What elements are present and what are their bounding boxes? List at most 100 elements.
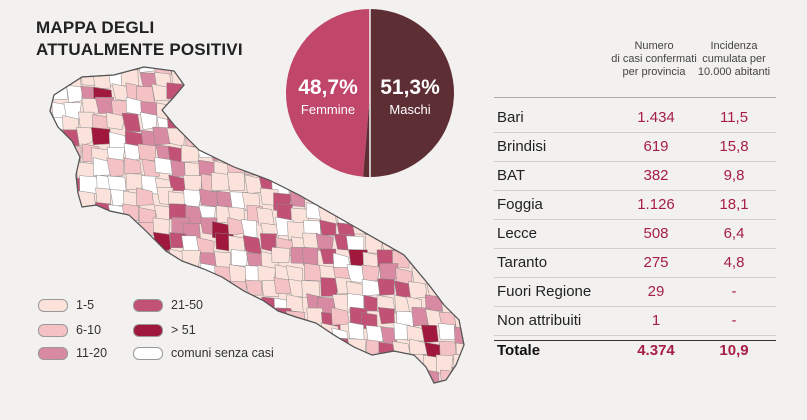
municipality-area: [50, 159, 65, 179]
municipality-area: [439, 233, 458, 254]
province-name: Lecce: [497, 225, 538, 242]
municipality-area: [410, 102, 429, 122]
municipality-area: [467, 205, 474, 223]
municipality-area: [76, 126, 95, 147]
municipality-area: [272, 143, 292, 163]
male-percentage: 51,3%: [380, 76, 440, 99]
municipality-area: [361, 355, 381, 374]
municipality-area: [287, 68, 306, 88]
legend-item-no-cases: comuni senza casi: [133, 346, 274, 360]
municipality-area: [391, 159, 412, 178]
municipality-area: [139, 372, 159, 383]
municipality-area: [139, 264, 156, 285]
municipality-area: [229, 292, 248, 312]
municipality-area: [50, 70, 66, 89]
municipality-area: [50, 131, 51, 148]
municipality-area: [182, 84, 202, 101]
municipality-area: [332, 71, 352, 87]
municipality-area: [350, 70, 368, 88]
province-cases: 1: [651, 312, 661, 329]
municipality-area: [437, 248, 457, 267]
municipality-area: [290, 100, 310, 120]
municipality-area: [378, 352, 398, 370]
municipality-area: [66, 84, 83, 104]
municipality-area: [196, 84, 215, 102]
female-percentage: 48,7%: [298, 76, 358, 99]
municipality-area: [50, 174, 69, 193]
municipality-area: [331, 112, 351, 132]
municipality-area: [407, 128, 428, 145]
municipality-area: [211, 171, 230, 191]
municipality-area: [273, 368, 290, 383]
municipality-area: [363, 204, 383, 223]
municipality-area: [410, 232, 429, 251]
municipality-area: [231, 85, 251, 102]
municipality-area: [307, 384, 324, 385]
municipality-area: [228, 127, 247, 148]
legend-swatch: [133, 323, 163, 337]
municipality-area: [165, 67, 183, 72]
municipality-area: [180, 67, 199, 74]
municipality-area: [451, 366, 464, 383]
municipality-area: [411, 160, 430, 179]
municipality-area: [336, 354, 356, 375]
municipality-area: [138, 67, 158, 73]
municipality-area: [392, 173, 411, 191]
municipality-area: [332, 161, 352, 180]
municipality-area: [51, 248, 70, 266]
municipality-area: [362, 113, 381, 133]
municipality-area: [227, 171, 245, 191]
municipality-area: [50, 381, 68, 383]
municipality-area: [121, 203, 140, 221]
municipality-area: [379, 99, 398, 119]
municipality-area: [50, 67, 67, 72]
municipality-area: [393, 189, 413, 209]
municipality-area: [378, 341, 395, 359]
table-total-divider: [494, 340, 776, 341]
header-cases-line: di casi confermati: [611, 53, 697, 65]
province-name: Taranto: [497, 254, 548, 271]
municipality-area: [216, 281, 234, 301]
municipality-area: [109, 342, 128, 361]
table-row: Foggia 1.126 18,1: [494, 190, 776, 220]
municipality-area: [136, 232, 155, 252]
municipality-area: [454, 70, 464, 88]
municipality-area: [76, 67, 95, 72]
municipality-area: [420, 248, 440, 268]
header-cases: Numero di casi confermati per provincia: [594, 40, 714, 79]
municipality-area: [346, 128, 366, 148]
municipality-area: [95, 278, 113, 297]
municipality-area: [364, 67, 382, 71]
municipality-area: [409, 175, 429, 194]
municipality-area: [50, 236, 52, 254]
municipality-area: [110, 325, 129, 345]
municipality-area: [136, 187, 154, 206]
province-cases: 1.126: [637, 196, 675, 213]
municipality-area: [64, 236, 84, 256]
municipality-area: [285, 157, 305, 177]
municipality-area: [94, 67, 111, 73]
municipality-area: [64, 67, 84, 75]
municipality-area: [470, 56, 474, 75]
municipality-area: [364, 191, 384, 209]
legend-item-11-20: 11-20: [38, 346, 107, 360]
header-incidence: Incidenza cumulata per 10.000 abitanti: [684, 40, 784, 79]
municipality-area: [122, 217, 141, 237]
gender-pie-chart: 48,7% Femmine 51,3% Maschi: [285, 8, 455, 178]
municipality-area: [111, 67, 129, 74]
municipality-area: [469, 190, 474, 208]
municipality-area: [361, 173, 381, 192]
municipality-area: [435, 67, 453, 74]
municipality-area: [34, 192, 50, 209]
municipality-area: [365, 366, 383, 383]
header-incidence-line: Incidenza: [710, 40, 758, 52]
municipality-area: [407, 82, 428, 103]
municipality-area: [422, 187, 441, 206]
municipality-area: [274, 131, 293, 150]
municipality-area: [335, 173, 353, 192]
province-cases: 275: [643, 254, 669, 271]
municipality-area: [200, 326, 220, 346]
municipality-area: [211, 130, 230, 149]
municipality-area: [261, 143, 281, 163]
municipality-area: [468, 280, 474, 299]
